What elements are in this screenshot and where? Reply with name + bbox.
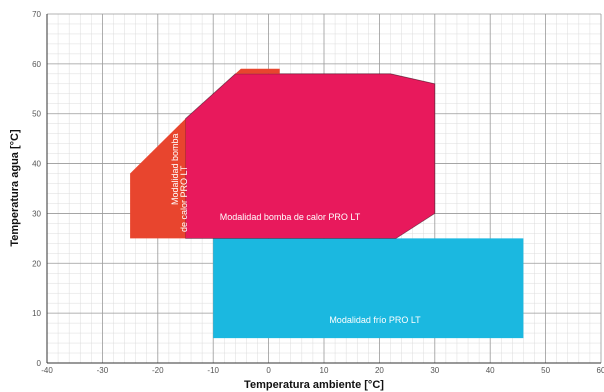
region-labels: Modalidad bomba de calor PRO LT Modalida… bbox=[170, 133, 421, 325]
label-heat-pump-main: Modalidad bomba de calor PRO LT bbox=[220, 212, 361, 222]
x-tick-label: 60 bbox=[597, 366, 604, 375]
y-tick-label: 30 bbox=[32, 209, 41, 218]
y-tick-label: 0 bbox=[37, 359, 42, 368]
x-tick-label: 20 bbox=[375, 366, 384, 375]
label-heat-pump-small-line1: Modalidad bomba bbox=[170, 133, 180, 205]
x-tick-label: 0 bbox=[266, 366, 271, 375]
operating-regions bbox=[130, 68, 524, 339]
region-heat-pump-top bbox=[235, 68, 280, 74]
y-tick-label: 50 bbox=[32, 110, 41, 119]
y-tick-label: 60 bbox=[32, 60, 41, 69]
y-axis-title: Temperatura agua [°C] bbox=[9, 129, 21, 247]
x-tick-label: 10 bbox=[320, 366, 329, 375]
y-tick-label: 70 bbox=[32, 10, 41, 19]
axes bbox=[46, 14, 601, 364]
x-tick-label: -40 bbox=[41, 366, 53, 375]
region-cooling bbox=[213, 238, 524, 339]
x-tick-label: 40 bbox=[486, 366, 495, 375]
y-tick-label: 20 bbox=[32, 259, 41, 268]
x-tick-label: -20 bbox=[152, 366, 164, 375]
x-axis-title: Temperatura ambiente [°C] bbox=[244, 379, 384, 391]
tick-labels: -40 -30 -20 -10 0 10 20 30 40 50 60 0 10 20 30 40 50 60 70 bbox=[32, 10, 604, 375]
region-heat-pump-main bbox=[185, 73, 436, 239]
x-tick-label: -30 bbox=[97, 366, 109, 375]
x-tick-label: 50 bbox=[541, 366, 550, 375]
label-heat-pump-small-line2: de calor PRO LT bbox=[179, 165, 189, 232]
x-tick-label: 30 bbox=[430, 366, 439, 375]
y-tick-label: 40 bbox=[32, 160, 41, 169]
label-cooling: Modalidad frío PRO LT bbox=[329, 315, 421, 325]
y-tick-label: 10 bbox=[32, 309, 41, 318]
x-tick-label: -10 bbox=[207, 366, 219, 375]
region-heat-pump-low bbox=[130, 118, 186, 239]
